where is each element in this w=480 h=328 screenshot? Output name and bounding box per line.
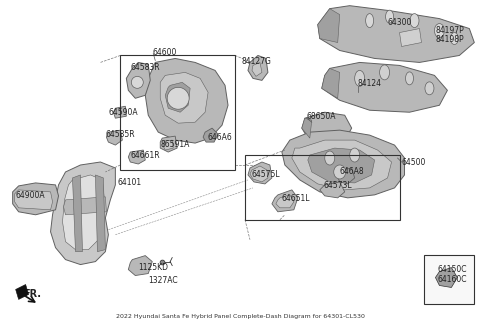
Polygon shape [15,190,52,210]
Polygon shape [318,9,340,43]
Text: 64600: 64600 [152,48,177,57]
Polygon shape [165,82,190,112]
Text: 1327AC: 1327AC [148,276,178,285]
Polygon shape [248,55,268,80]
Polygon shape [282,130,405,198]
Ellipse shape [385,10,394,23]
Polygon shape [16,284,29,299]
Ellipse shape [355,71,365,86]
Text: 64300: 64300 [387,18,412,27]
Polygon shape [320,182,345,198]
Polygon shape [160,72,208,123]
Polygon shape [322,62,447,112]
Text: 1125KD: 1125KD [138,263,168,272]
Polygon shape [248,162,272,184]
Text: 64160C: 64160C [437,275,467,284]
Polygon shape [302,112,352,142]
Circle shape [132,76,144,88]
Polygon shape [163,140,173,150]
Ellipse shape [450,32,458,45]
Polygon shape [318,6,474,62]
Text: 84124: 84124 [358,79,382,88]
Polygon shape [62,175,104,250]
Ellipse shape [366,14,373,28]
Polygon shape [113,106,126,118]
Text: 68650A: 68650A [307,112,336,121]
Polygon shape [126,62,150,98]
Ellipse shape [406,72,413,85]
Text: 64590A: 64590A [108,108,138,117]
Text: 64500: 64500 [402,157,426,167]
Polygon shape [203,128,218,142]
Polygon shape [145,58,228,143]
Text: 64150C: 64150C [437,265,467,274]
Polygon shape [272,190,298,212]
Bar [120,55,235,170]
Text: 64661R: 64661R [130,151,160,159]
Polygon shape [128,256,152,276]
Polygon shape [308,148,374,183]
Polygon shape [252,62,262,76]
Ellipse shape [380,65,390,80]
Text: 64651L: 64651L [282,195,311,203]
Text: 64585R: 64585R [106,130,135,139]
Text: 646A8: 646A8 [340,168,364,176]
Polygon shape [250,166,268,182]
Polygon shape [72,175,83,252]
Text: 86591A: 86591A [160,140,190,149]
Ellipse shape [434,24,444,37]
Polygon shape [336,168,355,184]
Polygon shape [276,195,294,208]
Bar [424,255,474,304]
Polygon shape [107,130,122,145]
Text: 64583R: 64583R [130,63,160,72]
Text: FR.: FR. [23,289,41,299]
Text: 646A6: 646A6 [207,133,232,142]
Ellipse shape [410,14,419,28]
Polygon shape [435,268,457,287]
Ellipse shape [350,148,360,162]
Polygon shape [302,118,312,138]
Text: 64900A: 64900A [16,191,45,200]
Ellipse shape [167,87,189,109]
Polygon shape [292,140,392,190]
Polygon shape [322,69,340,98]
Polygon shape [399,29,421,47]
Text: 64101: 64101 [117,178,142,187]
Polygon shape [96,175,106,252]
Ellipse shape [334,165,346,179]
Text: 64575L: 64575L [252,171,281,179]
Polygon shape [50,162,115,265]
Polygon shape [12,183,59,215]
Ellipse shape [425,82,434,95]
Polygon shape [63,197,107,215]
Text: 84198P: 84198P [435,35,464,44]
Polygon shape [128,150,145,164]
Text: 84197P: 84197P [435,26,464,35]
Text: 2022 Hyundai Santa Fe Hybrid Panel Complete-Dash Diagram for 64301-CL530: 2022 Hyundai Santa Fe Hybrid Panel Compl… [116,314,364,319]
Polygon shape [160,136,177,152]
Ellipse shape [325,151,335,165]
Text: 84127G: 84127G [242,57,272,66]
Text: 64573L: 64573L [324,181,352,191]
Bar [245,155,399,220]
